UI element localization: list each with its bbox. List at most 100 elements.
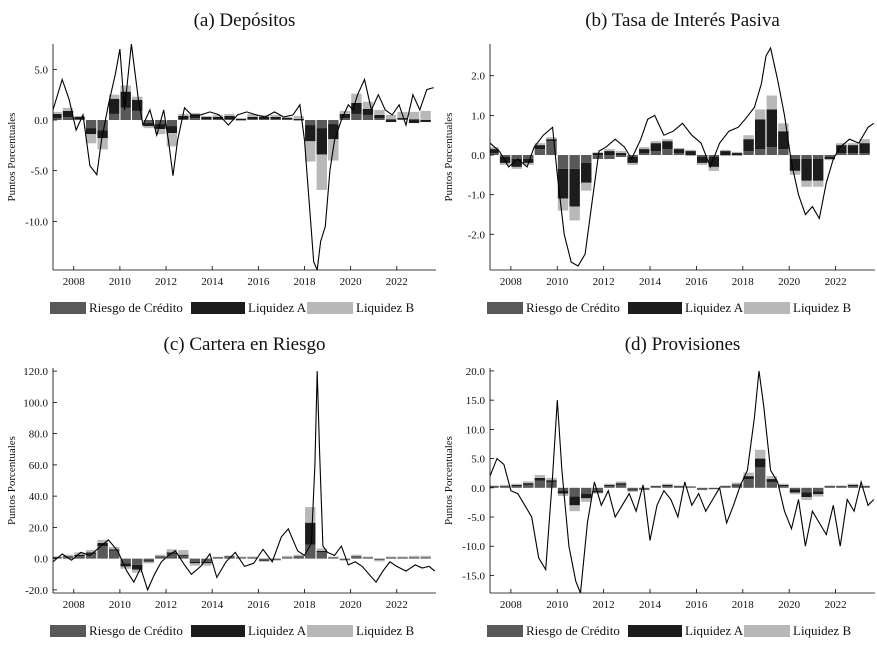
x-tick-label: 2018: [293, 276, 316, 288]
bar-riesgo-de-cr-dito: [212, 118, 224, 121]
bar-liquidez-b: [812, 180, 824, 187]
bar-liquidez-b: [743, 472, 754, 477]
bar-liquidez-a: [662, 484, 673, 487]
y-tick-label: 20.0: [29, 522, 49, 534]
bar-liquidez-b: [534, 474, 546, 478]
bar-riesgo-de-cr-dito: [408, 557, 420, 559]
plot-area: [490, 46, 875, 267]
y-tick-label: 10.0: [466, 424, 486, 436]
bar-liquidez-b: [62, 107, 74, 111]
bar-liquidez-a: [836, 145, 847, 154]
bar-liquidez-a: [74, 116, 85, 119]
x-tick-label: 2018: [732, 276, 755, 288]
bar-riesgo-de-cr-dito: [824, 155, 835, 157]
x-tick-label: 2012: [155, 276, 177, 288]
x-tick-label: 2012: [155, 599, 177, 611]
bar-riesgo-de-cr-dito: [778, 149, 789, 156]
bar-liquidez-a: [258, 560, 270, 561]
bar-liquidez-b: [270, 114, 281, 117]
bar-riesgo-de-cr-dito: [673, 153, 685, 156]
bar-liquidez-a: [662, 141, 673, 150]
bar-riesgo-de-cr-dito: [224, 118, 235, 121]
x-tick-label: 2010: [546, 276, 569, 288]
bar-liquidez-b: [316, 548, 327, 551]
panel-title: (a) Depósitos: [194, 10, 296, 31]
total-line: [490, 46, 875, 267]
y-tick-label: -10.0: [462, 541, 485, 553]
bar-liquidez-b: [235, 117, 247, 119]
bar-riesgo-de-cr-dito: [743, 479, 754, 488]
bar-liquidez-b: [847, 143, 859, 146]
bar-liquidez-b: [581, 182, 592, 191]
bar-liquidez-b: [592, 152, 604, 154]
bar-liquidez-a: [511, 484, 522, 487]
bar-liquidez-a: [270, 116, 281, 119]
bar-riesgo-de-cr-dito: [511, 486, 522, 488]
y-tick-label: 40.0: [29, 491, 49, 503]
bar-liquidez-b: [639, 147, 650, 150]
bar-liquidez-a: [523, 483, 534, 485]
bar-riesgo-de-cr-dito: [754, 149, 766, 156]
total-line: [53, 371, 436, 592]
bar-liquidez-b: [155, 554, 166, 557]
y-tick-label: 0.0: [34, 554, 48, 566]
bar-liquidez-a: [143, 560, 154, 562]
bar-liquidez-b: [615, 481, 627, 484]
bar-riesgo-de-cr-dito: [847, 486, 859, 488]
bar-liquidez-a: [362, 557, 374, 558]
bar-liquidez-a: [178, 554, 189, 556]
bar-liquidez-a: [696, 488, 708, 490]
x-tick-label: 2016: [685, 276, 708, 288]
bar-liquidez-a: [305, 125, 316, 142]
bar-liquidez-b: [247, 113, 258, 117]
bar-liquidez-a: [546, 480, 557, 482]
bar-liquidez-b: [766, 476, 778, 480]
bar-liquidez-a: [490, 486, 499, 487]
legend-label: Liquidez B: [356, 623, 414, 638]
bar-riesgo-de-cr-dito: [305, 544, 316, 559]
bar-liquidez-a: [743, 139, 754, 152]
bar-liquidez-b: [824, 158, 835, 161]
legend-swatch: [50, 302, 86, 314]
bar-liquidez-b: [420, 110, 431, 121]
x-tick-label: 2010: [109, 276, 132, 288]
bar-liquidez-b: [511, 166, 522, 169]
bar-riesgo-de-cr-dito: [258, 118, 270, 121]
bar-riesgo-de-cr-dito: [281, 557, 293, 559]
bar-liquidez-b: [836, 143, 847, 146]
panel-1: (a) Depósitos Puntos Porcentuales 5.0 0.0 -5…: [6, 10, 436, 315]
bar-riesgo-de-cr-dito: [328, 557, 339, 559]
bar-liquidez-a: [351, 102, 362, 114]
bar-riesgo-de-cr-dito: [639, 153, 650, 156]
bar-riesgo-de-cr-dito: [581, 155, 592, 163]
legend-swatch: [307, 302, 353, 314]
bar-liquidez-b: [615, 151, 627, 154]
total-line: [53, 44, 434, 270]
bar-liquidez-b: [224, 113, 235, 116]
bar-liquidez-b: [778, 483, 789, 485]
bar-liquidez-a: [62, 110, 74, 117]
x-tick-label: 2020: [340, 276, 363, 288]
y-tick-label: 1.0: [471, 110, 485, 122]
bar-riesgo-de-cr-dito: [743, 151, 754, 156]
bar-liquidez-b: [178, 550, 189, 555]
total-line: [490, 370, 875, 593]
legend-label: Liquidez A: [248, 300, 307, 315]
legend-swatch: [50, 625, 86, 637]
bar-riesgo-de-cr-dito: [639, 487, 650, 489]
bar-riesgo-de-cr-dito: [189, 558, 201, 562]
bar-riesgo-de-cr-dito: [754, 467, 766, 488]
y-axis-label: Puntos Porcentuales: [6, 436, 18, 525]
bar-riesgo-de-cr-dito: [201, 118, 212, 121]
bar-liquidez-b: [801, 180, 812, 187]
bar-riesgo-de-cr-dito: [270, 118, 281, 121]
x-tick-label: 2022: [386, 599, 408, 611]
bar-liquidez-b: [789, 170, 801, 175]
bar-liquidez-a: [836, 486, 847, 487]
bar-liquidez-b: [166, 549, 178, 553]
legend: Riesgo de Crédito Liquidez A Liquidez B: [487, 300, 851, 315]
bar-liquidez-b: [754, 449, 766, 459]
bar-liquidez-b: [281, 116, 293, 118]
bar-riesgo-de-cr-dito: [305, 120, 316, 126]
bar-liquidez-b: [731, 482, 743, 485]
